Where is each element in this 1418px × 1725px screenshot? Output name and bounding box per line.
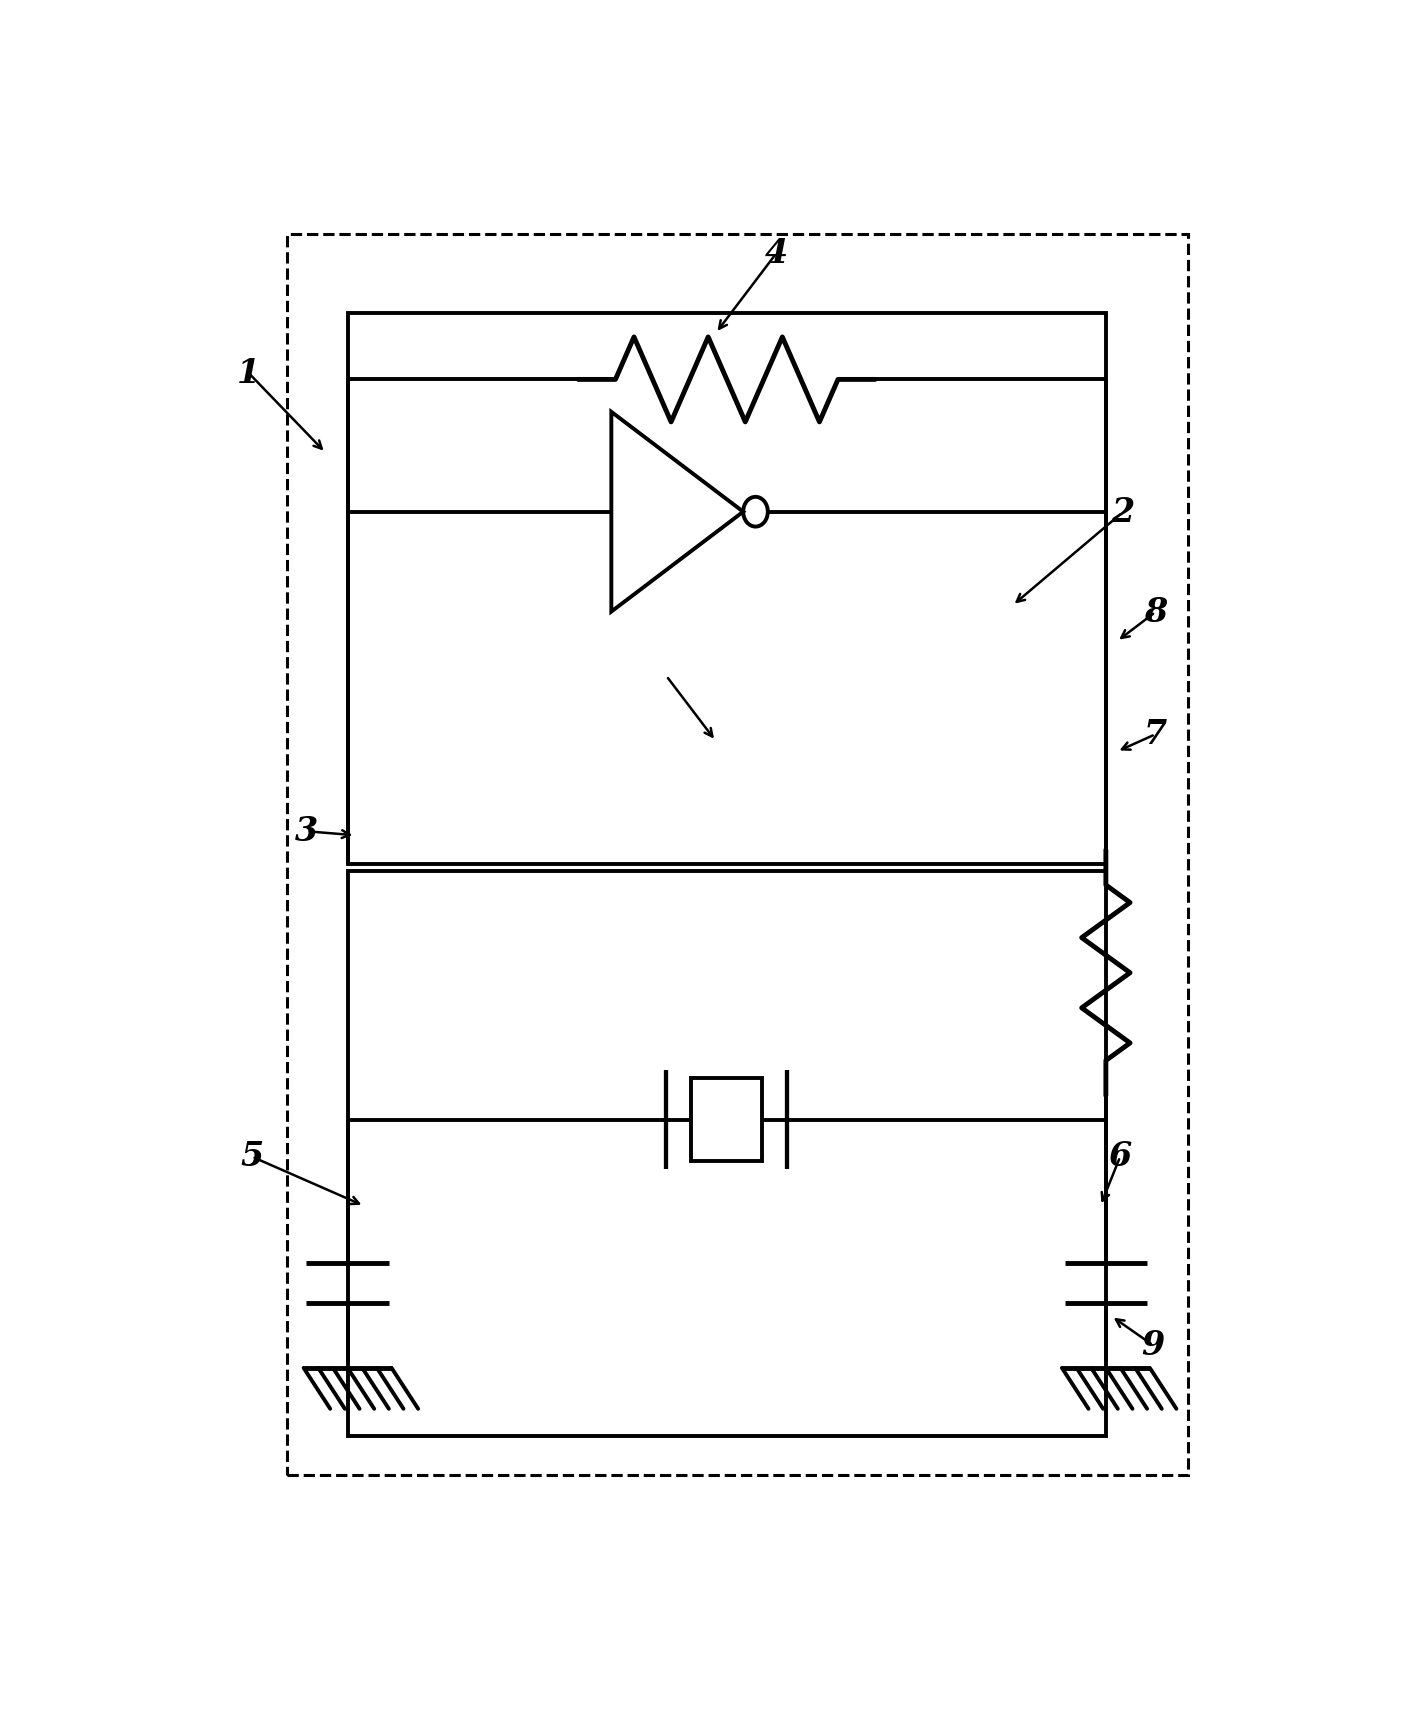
Text: 8: 8 — [1144, 595, 1167, 628]
Text: 7: 7 — [1144, 718, 1167, 750]
Text: 2: 2 — [1110, 497, 1134, 530]
Bar — [347, 871, 1106, 1435]
Bar — [347, 314, 1106, 864]
Text: 6: 6 — [1109, 1140, 1132, 1173]
Text: 5: 5 — [241, 1140, 264, 1173]
Bar — [286, 233, 1188, 1475]
Text: 4: 4 — [764, 236, 788, 271]
Text: 1: 1 — [237, 357, 261, 390]
Bar — [691, 1078, 763, 1161]
Text: 3: 3 — [295, 814, 319, 847]
Text: 9: 9 — [1141, 1328, 1164, 1361]
